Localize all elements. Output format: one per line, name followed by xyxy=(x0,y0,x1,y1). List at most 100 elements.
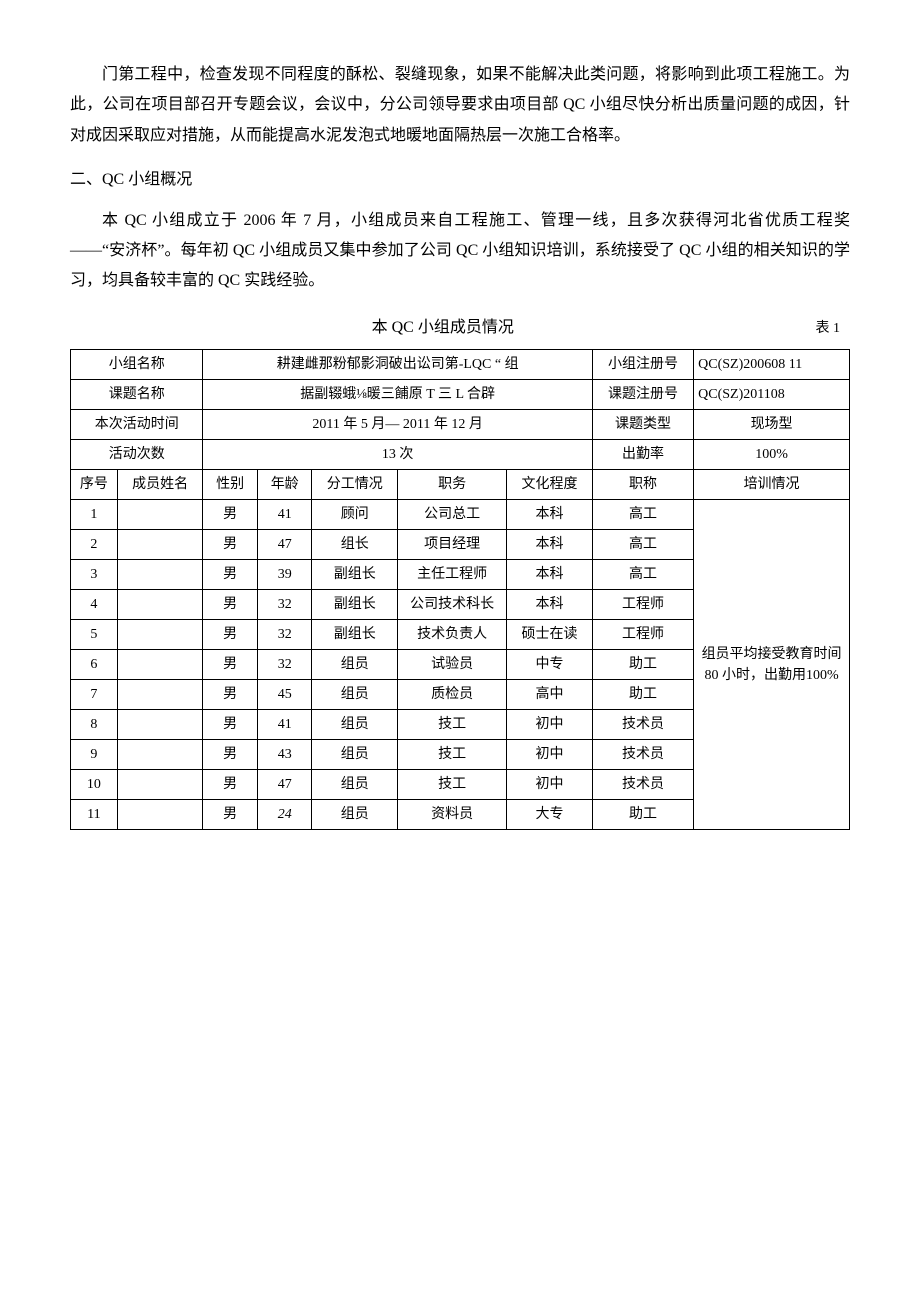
cell-age: 45 xyxy=(257,680,312,710)
cell-name xyxy=(117,500,203,530)
cell-name xyxy=(117,770,203,800)
cell-index: 8 xyxy=(71,710,118,740)
cell-role: 组员 xyxy=(312,710,398,740)
cell-duty: 试验员 xyxy=(398,650,507,680)
cell-training-note: 组员平均接受教育时间 80 小时，出勤用100% xyxy=(694,500,850,830)
cell-title: 技术员 xyxy=(592,770,693,800)
col-training: 培训情况 xyxy=(694,470,850,500)
cell-duty: 公司总工 xyxy=(398,500,507,530)
cell-group-reg-value: QC(SZ)200608 11 xyxy=(694,350,850,380)
cell-sex: 男 xyxy=(203,620,258,650)
cell-age: 32 xyxy=(257,650,312,680)
cell-title: 高工 xyxy=(592,560,693,590)
cell-edu: 本科 xyxy=(507,530,593,560)
table-row: 课题名称 据副辍蛾⅛暖三餔原 T 三 L 合辟 课题注册号 QC(SZ)2011… xyxy=(71,380,850,410)
cell-act-count-label: 活动次数 xyxy=(71,440,203,470)
cell-attend-label: 出勤率 xyxy=(592,440,693,470)
cell-topic-type-label: 课题类型 xyxy=(592,410,693,440)
cell-group-name-value: 耕建雌那粉郁影洞破出讼司第-LQC “ 组 xyxy=(203,350,592,380)
table-row: 本次活动时间 2011 年 5 月— 2011 年 12 月 课题类型 现场型 xyxy=(71,410,850,440)
table-title: 本 QC 小组成员情况 xyxy=(70,313,816,343)
qc-members-table: 小组名称 耕建雌那粉郁影洞破出讼司第-LQC “ 组 小组注册号 QC(SZ)2… xyxy=(70,349,850,830)
cell-duty: 技工 xyxy=(398,770,507,800)
col-index: 序号 xyxy=(71,470,118,500)
cell-topic-name-value: 据副辍蛾⅛暖三餔原 T 三 L 合辟 xyxy=(203,380,592,410)
cell-age: 32 xyxy=(257,590,312,620)
cell-duty: 技术负责人 xyxy=(398,620,507,650)
cell-title: 高工 xyxy=(592,500,693,530)
cell-duty: 技工 xyxy=(398,710,507,740)
cell-index: 2 xyxy=(71,530,118,560)
cell-index: 9 xyxy=(71,740,118,770)
cell-group-reg-label: 小组注册号 xyxy=(592,350,693,380)
cell-title: 技术员 xyxy=(592,740,693,770)
cell-edu: 初中 xyxy=(507,740,593,770)
col-sex: 性别 xyxy=(203,470,258,500)
cell-sex: 男 xyxy=(203,680,258,710)
cell-role: 组员 xyxy=(312,740,398,770)
table-header-row: 序号 成员姓名 性别 年龄 分工情况 职务 文化程度 职称 培训情况 xyxy=(71,470,850,500)
cell-duty: 技工 xyxy=(398,740,507,770)
table-row: 1男41顾问公司总工本科高工组员平均接受教育时间 80 小时，出勤用100% xyxy=(71,500,850,530)
col-duty: 职务 xyxy=(398,470,507,500)
cell-sex: 男 xyxy=(203,560,258,590)
cell-topic-type-value: 现场型 xyxy=(694,410,850,440)
cell-role: 组员 xyxy=(312,650,398,680)
table-title-row: 本 QC 小组成员情况 表 1 xyxy=(70,313,850,343)
table-row: 小组名称 耕建雌那粉郁影洞破出讼司第-LQC “ 组 小组注册号 QC(SZ)2… xyxy=(71,350,850,380)
cell-age: 32 xyxy=(257,620,312,650)
cell-sex: 男 xyxy=(203,530,258,560)
cell-index: 10 xyxy=(71,770,118,800)
cell-index: 11 xyxy=(71,800,118,830)
cell-act-count-value: 13 次 xyxy=(203,440,592,470)
cell-role: 组员 xyxy=(312,800,398,830)
cell-age: 41 xyxy=(257,710,312,740)
cell-index: 3 xyxy=(71,560,118,590)
cell-edu: 硕士在读 xyxy=(507,620,593,650)
cell-edu: 高中 xyxy=(507,680,593,710)
cell-edu: 大专 xyxy=(507,800,593,830)
cell-duty: 质检员 xyxy=(398,680,507,710)
col-role: 分工情况 xyxy=(312,470,398,500)
cell-edu: 初中 xyxy=(507,770,593,800)
cell-sex: 男 xyxy=(203,800,258,830)
cell-role: 组员 xyxy=(312,680,398,710)
cell-edu: 本科 xyxy=(507,590,593,620)
cell-edu: 本科 xyxy=(507,560,593,590)
cell-sex: 男 xyxy=(203,770,258,800)
cell-name xyxy=(117,680,203,710)
cell-duty: 项目经理 xyxy=(398,530,507,560)
cell-index: 7 xyxy=(71,680,118,710)
cell-act-time-value: 2011 年 5 月— 2011 年 12 月 xyxy=(203,410,592,440)
col-age: 年龄 xyxy=(257,470,312,500)
cell-sex: 男 xyxy=(203,650,258,680)
cell-title: 助工 xyxy=(592,800,693,830)
cell-title: 助工 xyxy=(592,680,693,710)
table-row: 活动次数 13 次 出勤率 100% xyxy=(71,440,850,470)
cell-age: 43 xyxy=(257,740,312,770)
heading-section-2: 二、QC 小组概况 xyxy=(70,165,850,195)
cell-role: 副组长 xyxy=(312,560,398,590)
cell-role: 组长 xyxy=(312,530,398,560)
cell-name xyxy=(117,590,203,620)
cell-age: 47 xyxy=(257,770,312,800)
cell-index: 5 xyxy=(71,620,118,650)
cell-role: 副组长 xyxy=(312,620,398,650)
cell-name xyxy=(117,530,203,560)
table-number: 表 1 xyxy=(816,316,841,343)
cell-sex: 男 xyxy=(203,740,258,770)
cell-duty: 公司技术科长 xyxy=(398,590,507,620)
col-name: 成员姓名 xyxy=(117,470,203,500)
cell-age: 24 xyxy=(257,800,312,830)
cell-name xyxy=(117,740,203,770)
cell-attend-value: 100% xyxy=(694,440,850,470)
cell-duty: 主任工程师 xyxy=(398,560,507,590)
cell-act-time-label: 本次活动时间 xyxy=(71,410,203,440)
cell-title: 工程师 xyxy=(592,620,693,650)
cell-sex: 男 xyxy=(203,710,258,740)
cell-age: 47 xyxy=(257,530,312,560)
cell-age: 39 xyxy=(257,560,312,590)
cell-title: 高工 xyxy=(592,530,693,560)
cell-role: 副组长 xyxy=(312,590,398,620)
cell-edu: 中专 xyxy=(507,650,593,680)
